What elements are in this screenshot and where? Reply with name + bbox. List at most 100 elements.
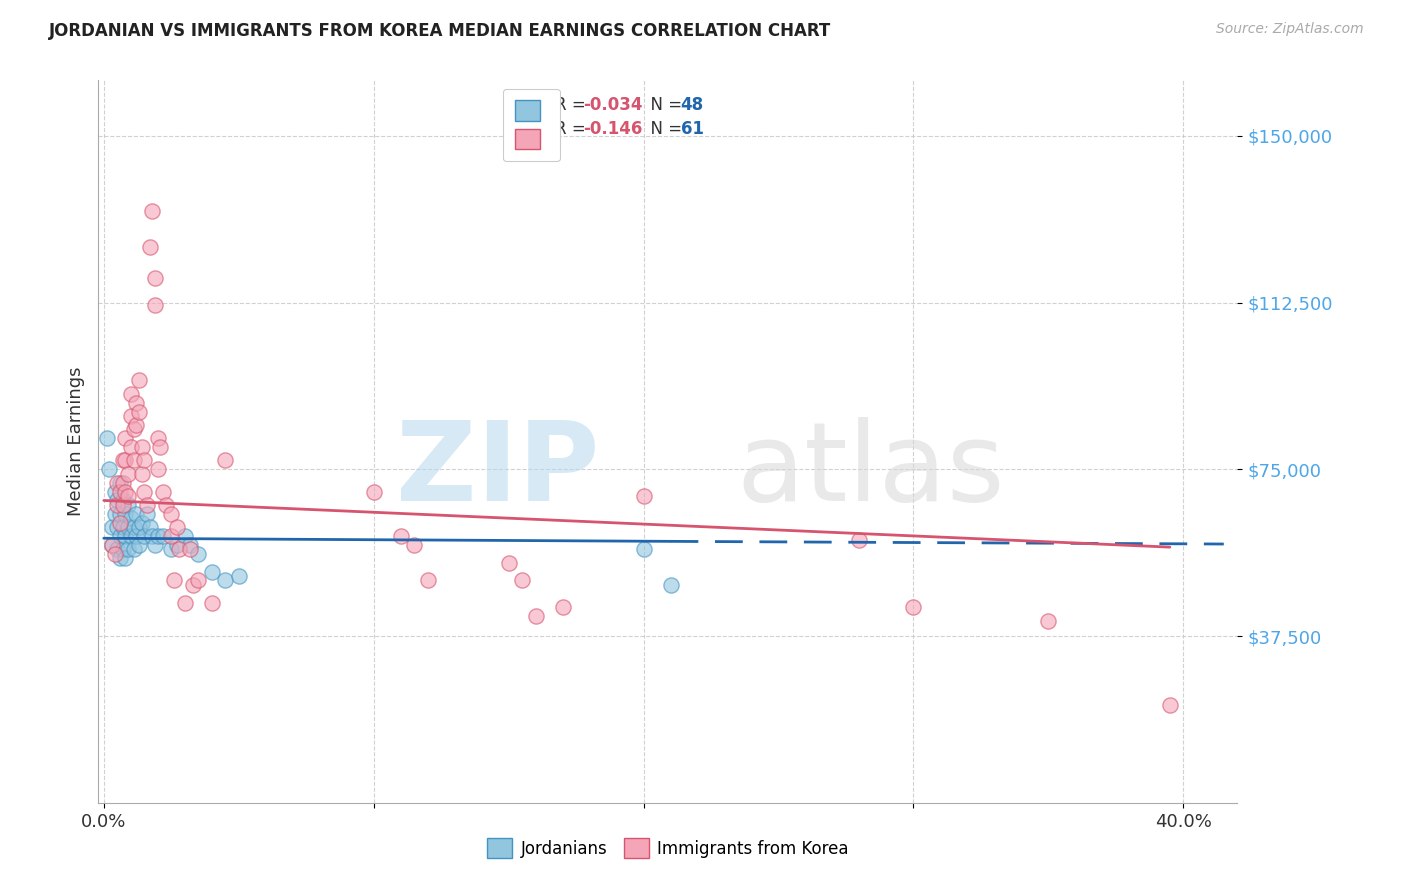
Point [633,489,655,503]
Point [122,520,145,534]
Point [187,547,209,561]
Point [146,529,169,543]
Point [128,404,150,418]
Point [1159,698,1181,712]
Point [416,574,439,588]
Point [363,484,385,499]
Point [108,475,131,490]
Point [389,529,412,543]
Point [498,556,520,570]
Point [143,271,166,285]
Point [160,529,183,543]
Point [108,516,131,530]
Point [173,529,195,543]
Point [125,417,148,432]
Point [125,507,148,521]
Point [138,520,160,534]
Point [105,520,128,534]
Point [131,440,153,454]
Point [114,507,136,521]
Point [125,529,148,543]
Point [131,467,153,481]
Text: N =: N = [640,120,688,138]
Text: JORDANIAN VS IMMIGRANTS FROM KOREA MEDIAN EARNINGS CORRELATION CHART: JORDANIAN VS IMMIGRANTS FROM KOREA MEDIA… [49,22,831,40]
Point [141,204,163,219]
Text: ZIP: ZIP [396,417,599,524]
Point [163,574,186,588]
Point [181,578,204,592]
Point [228,569,250,583]
Point [551,600,574,615]
Point [105,498,128,512]
Point [128,373,150,387]
Point [120,440,142,454]
Point [179,542,201,557]
Point [125,395,148,409]
Point [160,542,183,557]
Point [138,240,160,254]
Text: R =: R = [555,120,596,138]
Point [101,538,124,552]
Point [166,520,188,534]
Point [848,533,870,548]
Point [111,493,134,508]
Point [108,551,131,566]
Point [111,520,134,534]
Point [134,529,156,543]
Point [214,453,236,467]
Point [120,386,142,401]
Point [173,596,195,610]
Point [166,538,188,552]
Point [152,484,174,499]
Point [179,538,201,552]
Point [117,489,139,503]
Point [122,542,145,557]
Point [201,565,224,579]
Point [105,493,128,508]
Point [128,520,150,534]
Point [131,516,153,530]
Point [152,529,174,543]
Point [96,431,118,445]
Text: 61: 61 [681,120,703,138]
Text: R =: R = [555,96,592,114]
Point [104,484,127,499]
Point [122,422,145,436]
Point [187,574,209,588]
Point [146,431,169,445]
Point [111,498,134,512]
Point [101,538,124,552]
Point [404,538,426,552]
Point [128,538,150,552]
Point [114,431,136,445]
Text: Source: ZipAtlas.com: Source: ZipAtlas.com [1216,22,1364,37]
Point [108,529,131,543]
Point [117,467,139,481]
Point [120,409,142,423]
Text: 48: 48 [681,96,703,114]
Point [105,475,128,490]
Point [903,600,925,615]
Point [111,542,134,557]
Y-axis label: Median Earnings: Median Earnings [66,367,84,516]
Point [134,453,156,467]
Point [101,520,124,534]
Point [98,462,121,476]
Point [143,538,166,552]
Point [155,498,177,512]
Point [169,542,191,557]
Point [201,596,224,610]
Point [1038,614,1060,628]
Point [108,484,131,499]
Point [149,440,172,454]
Point [510,574,533,588]
Point [104,547,127,561]
Point [108,507,131,521]
Point [114,453,136,467]
Text: -0.034: -0.034 [583,96,643,114]
Point [120,511,142,525]
Point [117,498,139,512]
Point [633,542,655,557]
Text: N =: N = [640,96,688,114]
Point [117,542,139,557]
